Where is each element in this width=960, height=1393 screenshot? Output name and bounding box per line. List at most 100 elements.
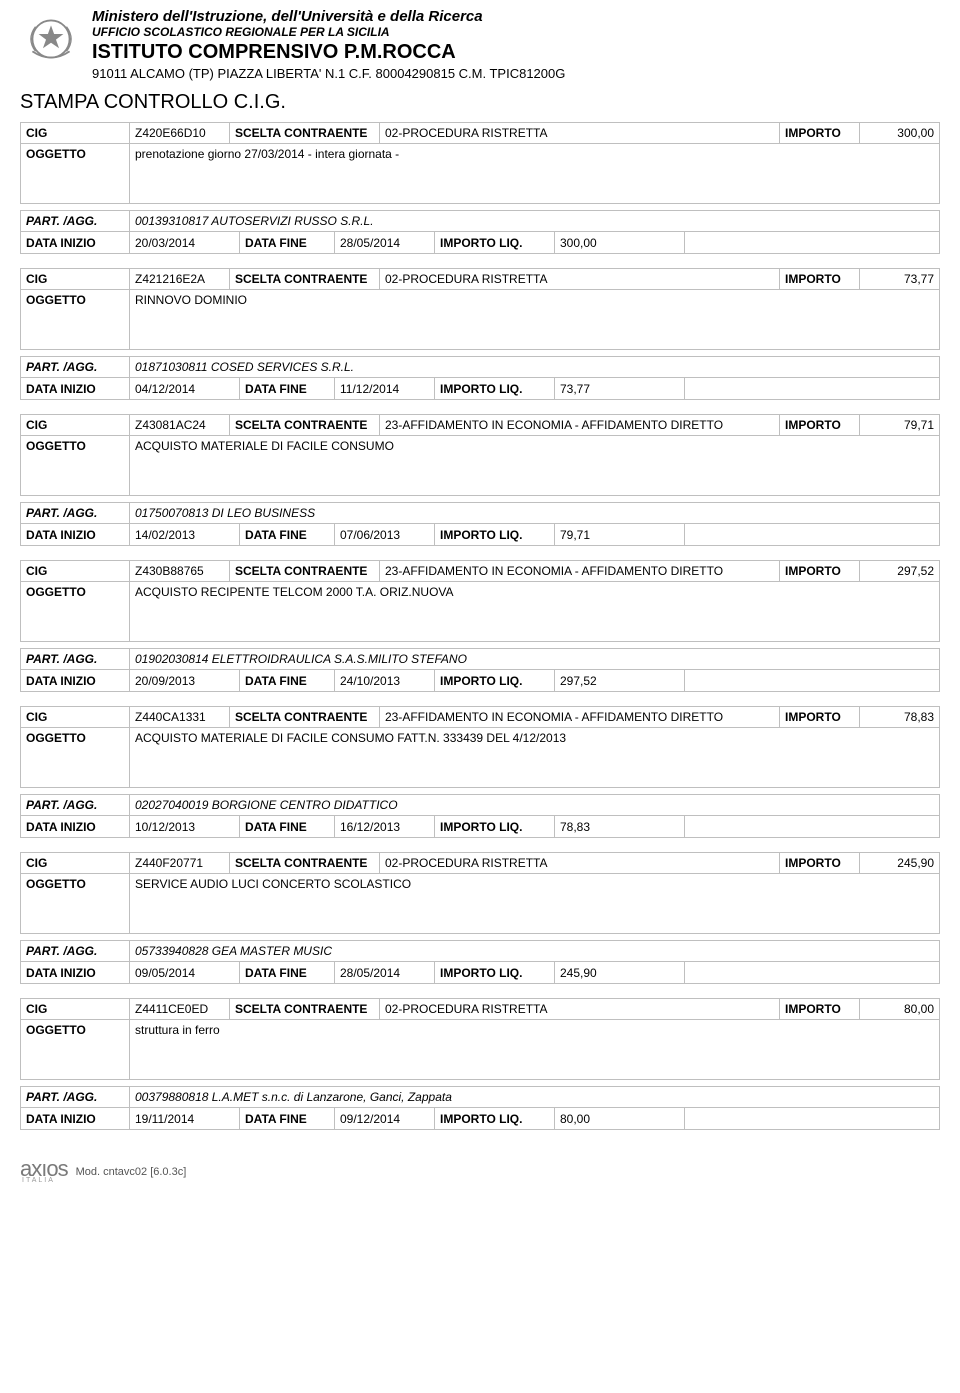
part-label: PART. /AGG. xyxy=(20,1086,130,1108)
spacer xyxy=(685,1108,940,1130)
oggetto-value: ACQUISTO MATERIALE DI FACILE CONSUMO xyxy=(130,436,940,496)
scelta-value: 02-PROCEDURA RISTRETTA xyxy=(380,122,780,144)
oggetto-label: OGGETTO xyxy=(20,728,130,788)
oggetto-row: OGGETTO ACQUISTO RECIPENTE TELCOM 2000 T… xyxy=(20,582,940,642)
cig-label: CIG xyxy=(20,122,130,144)
importo-liq-value: 300,00 xyxy=(555,232,685,254)
oggetto-row: OGGETTO SERVICE AUDIO LUCI CONCERTO SCOL… xyxy=(20,874,940,934)
importo-liq-label: IMPORTO LIQ. xyxy=(435,816,555,838)
cig-row: CIG Z420E66D10 SCELTA CONTRAENTE 02-PROC… xyxy=(20,122,940,144)
part-row: PART. /AGG. 01750070813 DI LEO BUSINESS xyxy=(20,502,940,524)
importo-label: IMPORTO xyxy=(780,560,860,582)
records-container: CIG Z420E66D10 SCELTA CONTRAENTE 02-PROC… xyxy=(20,122,940,1130)
data-fine-label: DATA FINE xyxy=(240,962,335,984)
data-fine-value: 11/12/2014 xyxy=(335,378,435,400)
importo-value: 79,71 xyxy=(860,414,940,436)
part-value: 00379880818 L.A.MET s.n.c. di Lanzarone,… xyxy=(130,1086,940,1108)
part-value: 01871030811 COSED SERVICES S.R.L. xyxy=(130,356,940,378)
importo-value: 297,52 xyxy=(860,560,940,582)
oggetto-row: OGGETTO RINNOVO DOMINIO xyxy=(20,290,940,350)
page-header: Ministero dell'Istruzione, dell'Universi… xyxy=(20,8,940,81)
scelta-value: 02-PROCEDURA RISTRETTA xyxy=(380,998,780,1020)
scelta-value: 02-PROCEDURA RISTRETTA xyxy=(380,268,780,290)
istituto-line: ISTITUTO COMPRENSIVO P.M.ROCCA xyxy=(92,41,940,64)
data-inizio-value: 20/09/2013 xyxy=(130,670,240,692)
importo-label: IMPORTO xyxy=(780,268,860,290)
part-label: PART. /AGG. xyxy=(20,648,130,670)
footer-mod: Mod. cntavc02 [6.0.3c] xyxy=(76,1166,187,1178)
data-fine-label: DATA FINE xyxy=(240,378,335,400)
oggetto-label: OGGETTO xyxy=(20,144,130,204)
importo-liq-label: IMPORTO LIQ. xyxy=(435,670,555,692)
importo-liq-value: 79,71 xyxy=(555,524,685,546)
data-fine-value: 28/05/2014 xyxy=(335,232,435,254)
data-inizio-value: 04/12/2014 xyxy=(130,378,240,400)
importo-liq-value: 297,52 xyxy=(555,670,685,692)
oggetto-value: SERVICE AUDIO LUCI CONCERTO SCOLASTICO xyxy=(130,874,940,934)
data-inizio-label: DATA INIZIO xyxy=(20,524,130,546)
data-fine-label: DATA FINE xyxy=(240,670,335,692)
part-row: PART. /AGG. 05733940828 GEA MASTER MUSIC xyxy=(20,940,940,962)
cig-value: Z440CA1331 xyxy=(130,706,230,728)
importo-value: 73,77 xyxy=(860,268,940,290)
importo-liq-value: 78,83 xyxy=(555,816,685,838)
data-inizio-value: 19/11/2014 xyxy=(130,1108,240,1130)
cig-row: CIG Z430B88765 SCELTA CONTRAENTE 23-AFFI… xyxy=(20,560,940,582)
date-row: DATA INIZIO 20/03/2014 DATA FINE 28/05/2… xyxy=(20,232,940,254)
data-fine-value: 16/12/2013 xyxy=(335,816,435,838)
cig-value: Z430B88765 xyxy=(130,560,230,582)
oggetto-label: OGGETTO xyxy=(20,1020,130,1080)
oggetto-row: OGGETTO ACQUISTO MATERIALE DI FACILE CON… xyxy=(20,728,940,788)
indirizzo-line: 91011 ALCAMO (TP) PIAZZA LIBERTA' N.1 C.… xyxy=(92,66,940,81)
importo-liq-value: 73,77 xyxy=(555,378,685,400)
importo-liq-label: IMPORTO LIQ. xyxy=(435,378,555,400)
oggetto-value: ACQUISTO RECIPENTE TELCOM 2000 T.A. ORIZ… xyxy=(130,582,940,642)
part-row: PART. /AGG. 00139310817 AUTOSERVIZI RUSS… xyxy=(20,210,940,232)
importo-liq-label: IMPORTO LIQ. xyxy=(435,1108,555,1130)
data-inizio-label: DATA INIZIO xyxy=(20,232,130,254)
importo-label: IMPORTO xyxy=(780,706,860,728)
importo-liq-label: IMPORTO LIQ. xyxy=(435,232,555,254)
data-inizio-value: 20/03/2014 xyxy=(130,232,240,254)
importo-liq-label: IMPORTO LIQ. xyxy=(435,962,555,984)
record-block: CIG Z440F20771 SCELTA CONTRAENTE 02-PROC… xyxy=(20,852,940,984)
data-fine-label: DATA FINE xyxy=(240,232,335,254)
importo-liq-label: IMPORTO LIQ. xyxy=(435,524,555,546)
part-row: PART. /AGG. 01871030811 COSED SERVICES S… xyxy=(20,356,940,378)
importo-label: IMPORTO xyxy=(780,122,860,144)
cig-row: CIG Z421216E2A SCELTA CONTRAENTE 02-PROC… xyxy=(20,268,940,290)
importo-value: 78,83 xyxy=(860,706,940,728)
importo-value: 245,90 xyxy=(860,852,940,874)
oggetto-value: RINNOVO DOMINIO xyxy=(130,290,940,350)
data-fine-label: DATA FINE xyxy=(240,524,335,546)
spacer xyxy=(685,232,940,254)
cig-label: CIG xyxy=(20,414,130,436)
data-inizio-label: DATA INIZIO xyxy=(20,378,130,400)
date-row: DATA INIZIO 20/09/2013 DATA FINE 24/10/2… xyxy=(20,670,940,692)
oggetto-label: OGGETTO xyxy=(20,582,130,642)
cig-label: CIG xyxy=(20,560,130,582)
oggetto-row: OGGETTO ACQUISTO MATERIALE DI FACILE CON… xyxy=(20,436,940,496)
part-row: PART. /AGG. 01902030814 ELETTROIDRAULICA… xyxy=(20,648,940,670)
part-value: 01902030814 ELETTROIDRAULICA S.A.S.MILIT… xyxy=(130,648,940,670)
scelta-value: 23-AFFIDAMENTO IN ECONOMIA - AFFIDAMENTO… xyxy=(380,706,780,728)
date-row: DATA INIZIO 19/11/2014 DATA FINE 09/12/2… xyxy=(20,1108,940,1130)
cig-value: Z421216E2A xyxy=(130,268,230,290)
data-fine-value: 28/05/2014 xyxy=(335,962,435,984)
date-row: DATA INIZIO 14/02/2013 DATA FINE 07/06/2… xyxy=(20,524,940,546)
scelta-label: SCELTA CONTRAENTE xyxy=(230,998,380,1020)
importo-label: IMPORTO xyxy=(780,852,860,874)
scelta-value: 02-PROCEDURA RISTRETTA xyxy=(380,852,780,874)
importo-label: IMPORTO xyxy=(780,998,860,1020)
scelta-value: 23-AFFIDAMENTO IN ECONOMIA - AFFIDAMENTO… xyxy=(380,414,780,436)
scelta-label: SCELTA CONTRAENTE xyxy=(230,560,380,582)
record-block: CIG Z421216E2A SCELTA CONTRAENTE 02-PROC… xyxy=(20,268,940,400)
axios-logo-icon: axıos ITALIA xyxy=(20,1160,68,1183)
oggetto-value: struttura in ferro xyxy=(130,1020,940,1080)
date-row: DATA INIZIO 09/05/2014 DATA FINE 28/05/2… xyxy=(20,962,940,984)
cig-row: CIG Z440CA1331 SCELTA CONTRAENTE 23-AFFI… xyxy=(20,706,940,728)
record-block: CIG Z43081AC24 SCELTA CONTRAENTE 23-AFFI… xyxy=(20,414,940,546)
oggetto-row: OGGETTO struttura in ferro xyxy=(20,1020,940,1080)
date-row: DATA INIZIO 10/12/2013 DATA FINE 16/12/2… xyxy=(20,816,940,838)
data-fine-value: 07/06/2013 xyxy=(335,524,435,546)
